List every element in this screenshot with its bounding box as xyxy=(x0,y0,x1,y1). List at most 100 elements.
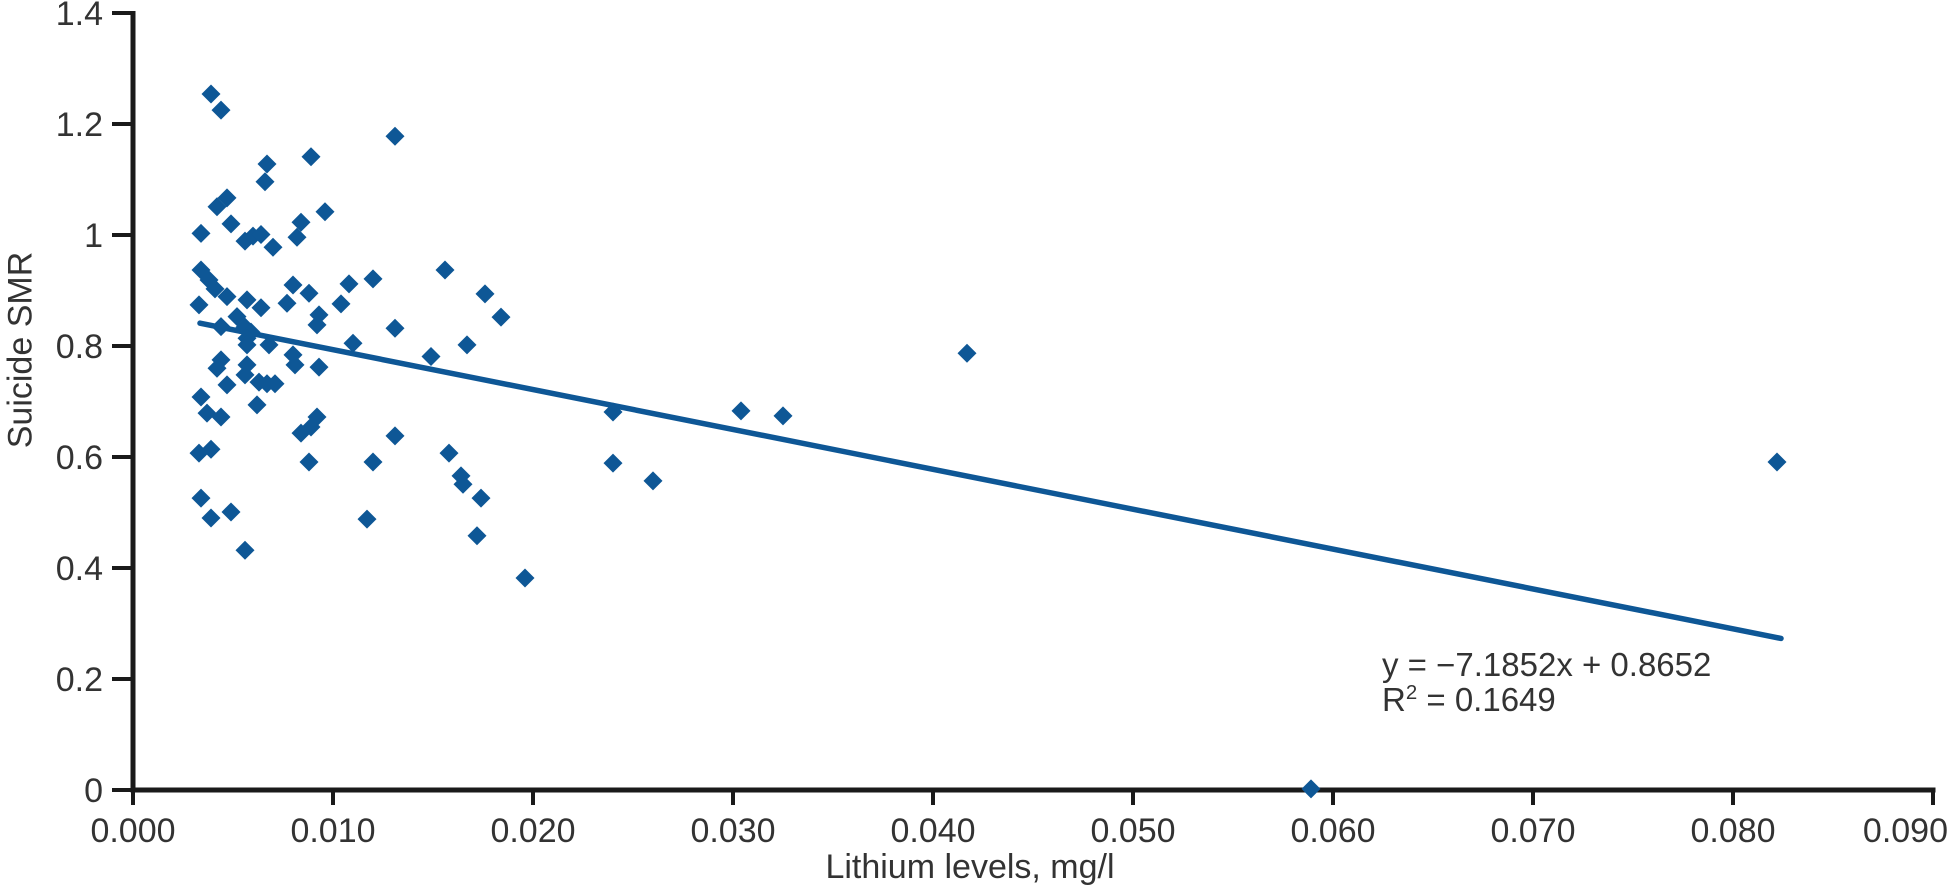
y-ticks-group: 0 0.2 0.4 0.6 0.8 1 1.2 1.4 xyxy=(56,0,133,810)
data-point-diamond xyxy=(343,333,363,353)
data-point-diamond xyxy=(309,357,329,377)
data-point-diamond xyxy=(191,387,211,407)
data-point-diamond xyxy=(307,315,327,335)
data-point-diamond xyxy=(339,274,359,294)
regression-equation-label: y = −7.1852x + 0.8652 xyxy=(1382,646,1712,683)
data-point-diamond xyxy=(467,526,487,546)
axes-group xyxy=(130,11,1936,793)
data-point-diamond xyxy=(385,426,405,446)
data-point-diamond xyxy=(263,237,283,257)
y-tick-label: 0 xyxy=(84,772,103,810)
data-point-diamond xyxy=(191,223,211,243)
data-point-diamond xyxy=(475,284,495,304)
data-point-diamond xyxy=(251,298,271,318)
x-tick-label: 0.020 xyxy=(490,812,575,850)
data-point-diamond xyxy=(201,508,221,528)
data-point-diamond xyxy=(217,375,237,395)
data-point-diamond xyxy=(285,355,305,375)
data-point-diamond xyxy=(265,374,285,394)
x-tick-label: 0.070 xyxy=(1490,812,1575,850)
data-point-diamond xyxy=(385,126,405,146)
data-point-diamond xyxy=(515,568,535,588)
x-tick-label: 0.010 xyxy=(290,812,375,850)
data-point-diamond xyxy=(957,343,977,363)
x-tick-label: 0.090 xyxy=(1863,812,1948,850)
data-point-diamond xyxy=(363,452,383,472)
data-point-diamond xyxy=(191,488,211,508)
data-point-diamond xyxy=(221,502,241,522)
regression-annotation: y = −7.1852x + 0.8652 R2 = 0.1649 xyxy=(1382,647,1711,717)
x-tick-label: 0.040 xyxy=(890,812,975,850)
data-point-diamond xyxy=(315,202,335,222)
data-point-diamond xyxy=(299,452,319,472)
x-ticks-group: 0.000 0.010 0.020 0.030 0.040 0.050 0.060 0.070… xyxy=(90,790,1948,850)
trendline-group xyxy=(197,320,1784,642)
data-point-diamond xyxy=(201,439,221,459)
data-point-diamond xyxy=(457,335,477,355)
y-tick-label: 1.4 xyxy=(56,0,103,33)
data-point-diamond xyxy=(211,407,231,427)
data-point-diamond xyxy=(731,401,751,421)
x-tick-label: 0.060 xyxy=(1290,812,1375,850)
data-point-diamond xyxy=(201,84,221,104)
data-point-diamond xyxy=(211,317,231,337)
data-point-diamond xyxy=(1301,779,1321,799)
data-point-diamond xyxy=(197,403,217,423)
data-point-diamond xyxy=(301,147,321,167)
data-point-diamond xyxy=(237,335,257,355)
data-point-diamond xyxy=(357,509,377,529)
data-point-diamond xyxy=(421,347,441,367)
data-point-diamond xyxy=(385,318,405,338)
data-point-diamond xyxy=(207,197,227,217)
data-point-diamond xyxy=(283,275,303,295)
data-point-diamond xyxy=(773,406,793,426)
data-point-diamond xyxy=(235,365,255,385)
x-tick-label: 0.080 xyxy=(1690,812,1775,850)
y-tick-label: 0.8 xyxy=(56,328,103,366)
data-point-diamond xyxy=(189,295,209,315)
data-point-diamond xyxy=(301,417,321,437)
data-point-diamond xyxy=(247,395,267,415)
y-tick-label: 0.2 xyxy=(56,661,103,699)
y-tick-label: 0.4 xyxy=(56,550,103,588)
data-point-diamond xyxy=(255,172,275,192)
x-tick-label: 0.030 xyxy=(690,812,775,850)
data-point-diamond xyxy=(291,212,311,232)
data-point-diamond xyxy=(207,358,227,378)
y-axis-title: Suicide SMR xyxy=(1,251,40,449)
data-point-diamond xyxy=(1767,452,1787,472)
data-point-diamond xyxy=(603,402,623,422)
data-point-diamond xyxy=(453,474,473,494)
data-point-diamond xyxy=(211,100,231,120)
data-point-diamond xyxy=(217,287,237,307)
data-point-diamond xyxy=(331,294,351,314)
y-tick-label: 1 xyxy=(84,217,103,255)
data-point-diamond xyxy=(471,488,491,508)
x-axis-title: Lithium levels, mg/l xyxy=(825,848,1115,886)
x-tick-label: 0.050 xyxy=(1090,812,1175,850)
data-point-diamond xyxy=(237,290,257,310)
data-point-diamond xyxy=(221,214,241,234)
data-point-diamond xyxy=(439,443,459,463)
data-point-diamond xyxy=(235,540,255,560)
data-point-diamond xyxy=(287,227,307,247)
data-point-diamond xyxy=(299,283,319,303)
y-tick-label: 0.6 xyxy=(56,439,103,477)
data-point-diamond xyxy=(491,307,511,327)
x-tick-label: 0.000 xyxy=(90,812,175,850)
y-tick-label: 1.2 xyxy=(56,106,103,144)
scatter-points-group xyxy=(189,84,1787,799)
regression-trendline xyxy=(197,320,1784,642)
data-point-diamond xyxy=(259,335,279,355)
data-point-diamond xyxy=(205,279,225,299)
data-point-diamond xyxy=(277,293,297,313)
data-point-diamond xyxy=(251,224,271,244)
data-point-diamond xyxy=(257,154,277,174)
data-point-diamond xyxy=(363,269,383,289)
data-point-diamond xyxy=(435,260,455,280)
data-point-diamond xyxy=(603,453,623,473)
r-squared-label: R2 = 0.1649 xyxy=(1382,681,1556,718)
data-point-diamond xyxy=(643,471,663,491)
